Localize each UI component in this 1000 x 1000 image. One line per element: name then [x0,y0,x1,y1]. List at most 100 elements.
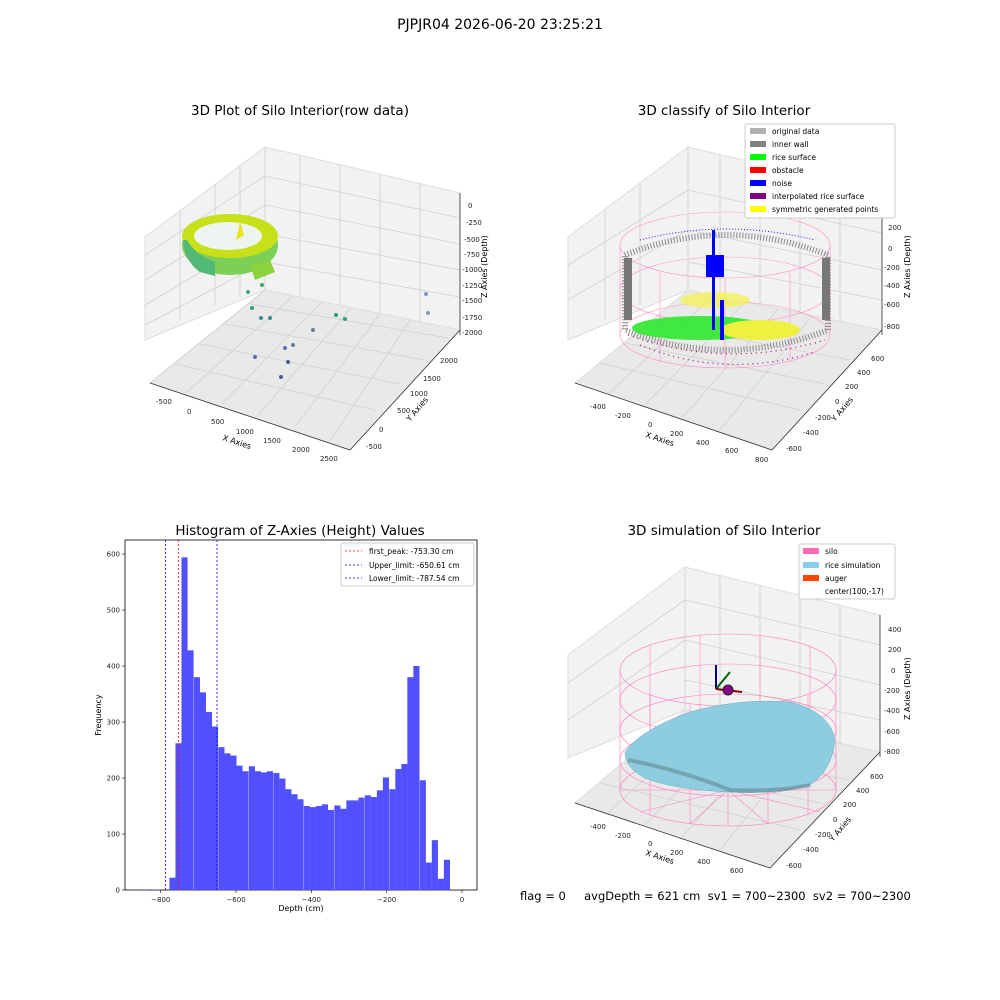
classify-legend-label: inner wall [772,140,809,149]
classify-xtick: 200 [670,430,683,438]
histogram-ytick-label: 300 [107,719,120,727]
sim-xtick: 600 [730,867,743,875]
classify-ytick: -600 [786,445,802,453]
histogram-ytick-label: 400 [107,663,120,671]
raw-ytick: 1000 [410,390,428,398]
sim-ytick: 200 [843,801,856,809]
sim-legend-label: center(100,-17) [825,587,884,596]
classify-zlabel: Z Axies (Depth) [903,235,912,298]
histogram-bar [169,877,176,890]
histogram-bar [224,753,231,890]
sim-ytick: 400 [856,787,869,795]
raw-panel-title: 3D Plot of Silo Interior(row data) [191,103,409,119]
sim-xtick: 200 [670,849,683,857]
classify-ztick: -600 [884,301,900,309]
histogram-legend-label: Upper_limit: -650.61 cm [369,561,460,570]
classify-panel-title: 3D classify of Silo Interior [637,103,811,119]
sim-ytick: -400 [803,846,819,854]
histogram-bar [321,804,328,890]
sim-ztick: 400 [888,626,901,634]
classify-ztick: 0 [888,245,892,253]
sim-xtick: -200 [615,832,631,840]
raw-xtick: 500 [211,418,224,426]
classify-ztick: -800 [884,323,900,331]
raw-scatter-points [250,292,430,379]
histogram-ytick-label: 100 [107,831,120,839]
histogram-bar [291,794,298,890]
sim-ztick: 200 [888,646,901,654]
histogram-bar [303,806,310,890]
classify-xtick: 0 [648,421,652,429]
sim-legend-label: auger [825,574,848,583]
classify-interpolated-points [627,334,826,366]
sim-ytick: -600 [786,862,802,870]
classify-ytick: 200 [845,383,858,391]
raw-xtick: -500 [156,398,172,406]
classify-xtick: 600 [725,447,738,455]
classify-xtick: 800 [755,456,768,464]
raw-xtick: 1000 [236,428,254,436]
raw-ytick: 0 [379,426,383,434]
histogram-bar [443,859,450,890]
sim-zlabel: Z Axies (Depth) [903,657,912,720]
histogram-bar [358,797,365,890]
sim-ztick: 0 [891,667,895,675]
histogram-bar [364,795,371,890]
histogram-bar [407,677,414,890]
histogram-bar [279,778,286,890]
histogram-title: Histogram of Z-Axies (Height) Values [175,523,425,539]
classify-legend-label: original data [772,127,819,136]
raw-ztick: -500 [464,236,480,244]
classify-ytick: 400 [857,369,870,377]
histogram-bar [382,777,389,890]
classify-ztick: -400 [884,282,900,290]
histogram-bar [425,862,432,890]
raw-ztick: -2000 [462,329,482,337]
raw-ytick: 2000 [440,357,458,365]
histogram-bar [230,755,237,890]
sim-ztick: -200 [884,687,900,695]
histogram-bar [389,789,396,890]
histogram-legend: first_peak: -753.30 cm Upper_limit: -650… [340,542,475,587]
histogram-bar [413,666,420,890]
histogram-xtick-label: −400 [302,896,321,904]
histogram-bar [419,780,426,890]
classify-noise [639,228,816,340]
classify-legend-label: noise [772,179,792,188]
raw-ztick: -1500 [462,297,482,305]
sim-xtick: -400 [590,823,606,831]
classify-ztick: -200 [884,264,900,272]
raw-xtick: 1500 [263,437,281,445]
raw-xtick: 2000 [292,446,310,454]
histogram-bar [254,771,261,890]
classify-xtick: 400 [696,439,709,447]
histogram-bar [211,726,219,890]
histogram-bar [181,557,188,890]
raw-ztick: -1250 [462,282,482,290]
sim-legend-label: silo [825,547,838,556]
raw-ring-cloud [182,214,278,294]
classify-ytick: -400 [803,429,819,437]
sim-ytick: 0 [833,816,837,824]
histogram-ytick-label: 0 [116,887,120,895]
histogram-bar [376,790,383,890]
histogram-bar [309,807,316,890]
classify-ztick: 200 [888,224,901,232]
sim-ytick: -200 [815,831,831,839]
histogram-ytick-label: 600 [107,551,120,559]
sim-ylabel: Y Axies [827,815,853,844]
classify-rice-surface [632,292,800,340]
raw-ztick: -750 [464,251,480,259]
histogram-xlabel: Depth (cm) [278,904,323,913]
histogram-bar [193,677,200,890]
raw-ztick: -1000 [462,266,482,274]
histogram-bar [205,711,213,890]
histogram-bar [266,771,274,890]
histogram-bar [260,772,268,890]
histogram-bar [236,765,243,890]
sim-legend-label: rice simulation [825,561,881,570]
histogram-bar [273,772,280,890]
histogram-bar [327,809,335,890]
raw-zlabel: Z Axies (Depth) [480,235,489,298]
